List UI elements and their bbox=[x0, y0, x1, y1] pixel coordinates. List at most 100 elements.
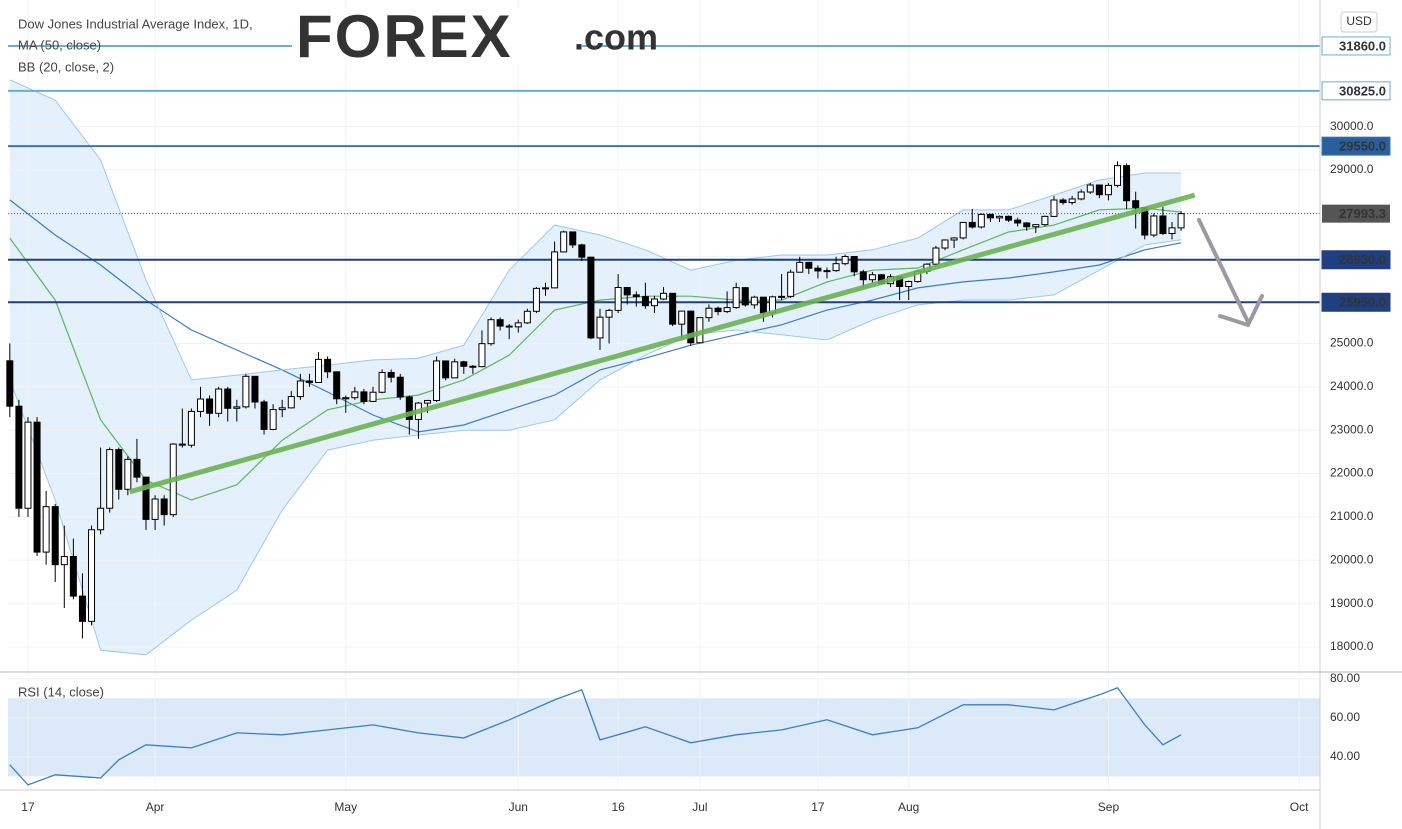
forecast-arrow bbox=[1197, 218, 1264, 328]
candle-body bbox=[405, 396, 413, 420]
level-label-box bbox=[1321, 81, 1391, 101]
candle-body bbox=[1023, 222, 1031, 228]
candle-body bbox=[814, 267, 822, 272]
candle-body bbox=[487, 319, 495, 345]
candle-body bbox=[142, 476, 150, 520]
candle-body bbox=[496, 319, 504, 327]
candle-body bbox=[342, 397, 350, 400]
candle-body bbox=[1123, 165, 1131, 202]
candle-body bbox=[587, 256, 595, 339]
candle-body bbox=[1177, 213, 1185, 229]
candle-body bbox=[1059, 199, 1067, 204]
candle-body bbox=[523, 310, 531, 324]
candle-body bbox=[1150, 215, 1158, 236]
candle-body bbox=[88, 529, 96, 622]
candle-body bbox=[669, 292, 677, 325]
candle-body bbox=[469, 365, 477, 368]
level-label-box bbox=[1321, 292, 1391, 312]
ma-legend: MA (50, close) bbox=[18, 37, 101, 52]
candle-body bbox=[160, 498, 168, 516]
candle-body bbox=[260, 401, 268, 430]
candle-body bbox=[115, 449, 123, 490]
level-label: 29550.0 bbox=[1339, 139, 1386, 154]
candle-body bbox=[42, 506, 50, 553]
candle-body bbox=[423, 399, 431, 404]
candle-body bbox=[841, 256, 849, 265]
y-tick-label: 80.00 bbox=[1330, 671, 1360, 685]
candle-body bbox=[569, 231, 577, 246]
candle-body bbox=[977, 213, 985, 228]
candle-body bbox=[850, 256, 858, 273]
candle-body bbox=[932, 247, 940, 265]
candle-body bbox=[660, 292, 668, 300]
candle-body bbox=[1132, 200, 1140, 209]
candle-body bbox=[224, 388, 232, 409]
candle-body bbox=[650, 298, 658, 307]
candle-body bbox=[15, 405, 23, 509]
y-tick-label: 30000.0 bbox=[1330, 119, 1374, 133]
level-label: 25950.0 bbox=[1339, 295, 1386, 310]
candle-body bbox=[433, 360, 441, 401]
candle-body bbox=[532, 287, 540, 312]
candle-body bbox=[750, 296, 758, 306]
y-tick-label: 18000.0 bbox=[1330, 639, 1374, 653]
candle-body bbox=[187, 410, 195, 446]
level-label-box bbox=[1321, 250, 1391, 270]
candle-body bbox=[305, 380, 313, 383]
candle-body bbox=[605, 309, 613, 318]
y-tick-label: 19000.0 bbox=[1330, 596, 1374, 610]
candle-body bbox=[196, 398, 204, 412]
candle-body bbox=[106, 449, 114, 509]
candle-body bbox=[732, 287, 740, 309]
candle-body bbox=[78, 595, 86, 622]
candle-body bbox=[805, 261, 813, 269]
candle-body bbox=[1095, 184, 1103, 196]
top-layer bbox=[129, 192, 1196, 495]
candle-body bbox=[315, 358, 323, 383]
candle-body bbox=[278, 407, 286, 411]
x-tick-label: 16 bbox=[611, 800, 625, 814]
rsi-line bbox=[9, 687, 1182, 786]
back-layer bbox=[8, 79, 1320, 777]
candle-body bbox=[460, 361, 468, 367]
candle-body bbox=[787, 271, 795, 297]
candle-body bbox=[1050, 199, 1058, 217]
bollinger-band-area bbox=[9, 79, 1182, 655]
candle-body bbox=[614, 287, 622, 311]
candle-body bbox=[251, 375, 259, 403]
logo-backdrop bbox=[292, 8, 582, 66]
y-tick-label: 21000.0 bbox=[1330, 509, 1374, 523]
candle-body bbox=[868, 274, 876, 281]
candle-body bbox=[33, 421, 41, 553]
candle-body bbox=[623, 287, 631, 296]
candle-body bbox=[678, 310, 686, 325]
candle-body bbox=[1168, 227, 1176, 235]
candle-body bbox=[124, 458, 132, 490]
candle-body bbox=[378, 371, 386, 393]
candle-body bbox=[1068, 198, 1076, 204]
chart-title: Dow Jones Industrial Average Index, 1D, bbox=[18, 16, 253, 31]
candle-body bbox=[51, 506, 59, 566]
candle-body bbox=[1086, 184, 1094, 193]
candle-layer bbox=[6, 161, 1185, 639]
candle-body bbox=[714, 307, 722, 313]
x-tick-label: Apr bbox=[146, 800, 165, 814]
candle-body bbox=[759, 296, 767, 314]
level-label: 30825.0 bbox=[1339, 83, 1386, 98]
candle-body bbox=[369, 391, 377, 402]
candle-body bbox=[324, 358, 332, 373]
candle-body bbox=[233, 406, 241, 409]
level-label-box bbox=[1321, 136, 1391, 156]
candle-body bbox=[578, 244, 586, 258]
candle-body bbox=[351, 391, 359, 399]
candle-body bbox=[215, 388, 223, 414]
candle-body bbox=[687, 310, 695, 344]
candle-body bbox=[823, 270, 831, 273]
candle-body bbox=[133, 458, 141, 478]
candle-body bbox=[968, 221, 976, 228]
candle-body bbox=[905, 281, 913, 287]
logo: FOREX bbox=[296, 3, 513, 70]
currency: USD bbox=[1346, 14, 1372, 28]
line-layer bbox=[8, 44, 1320, 786]
